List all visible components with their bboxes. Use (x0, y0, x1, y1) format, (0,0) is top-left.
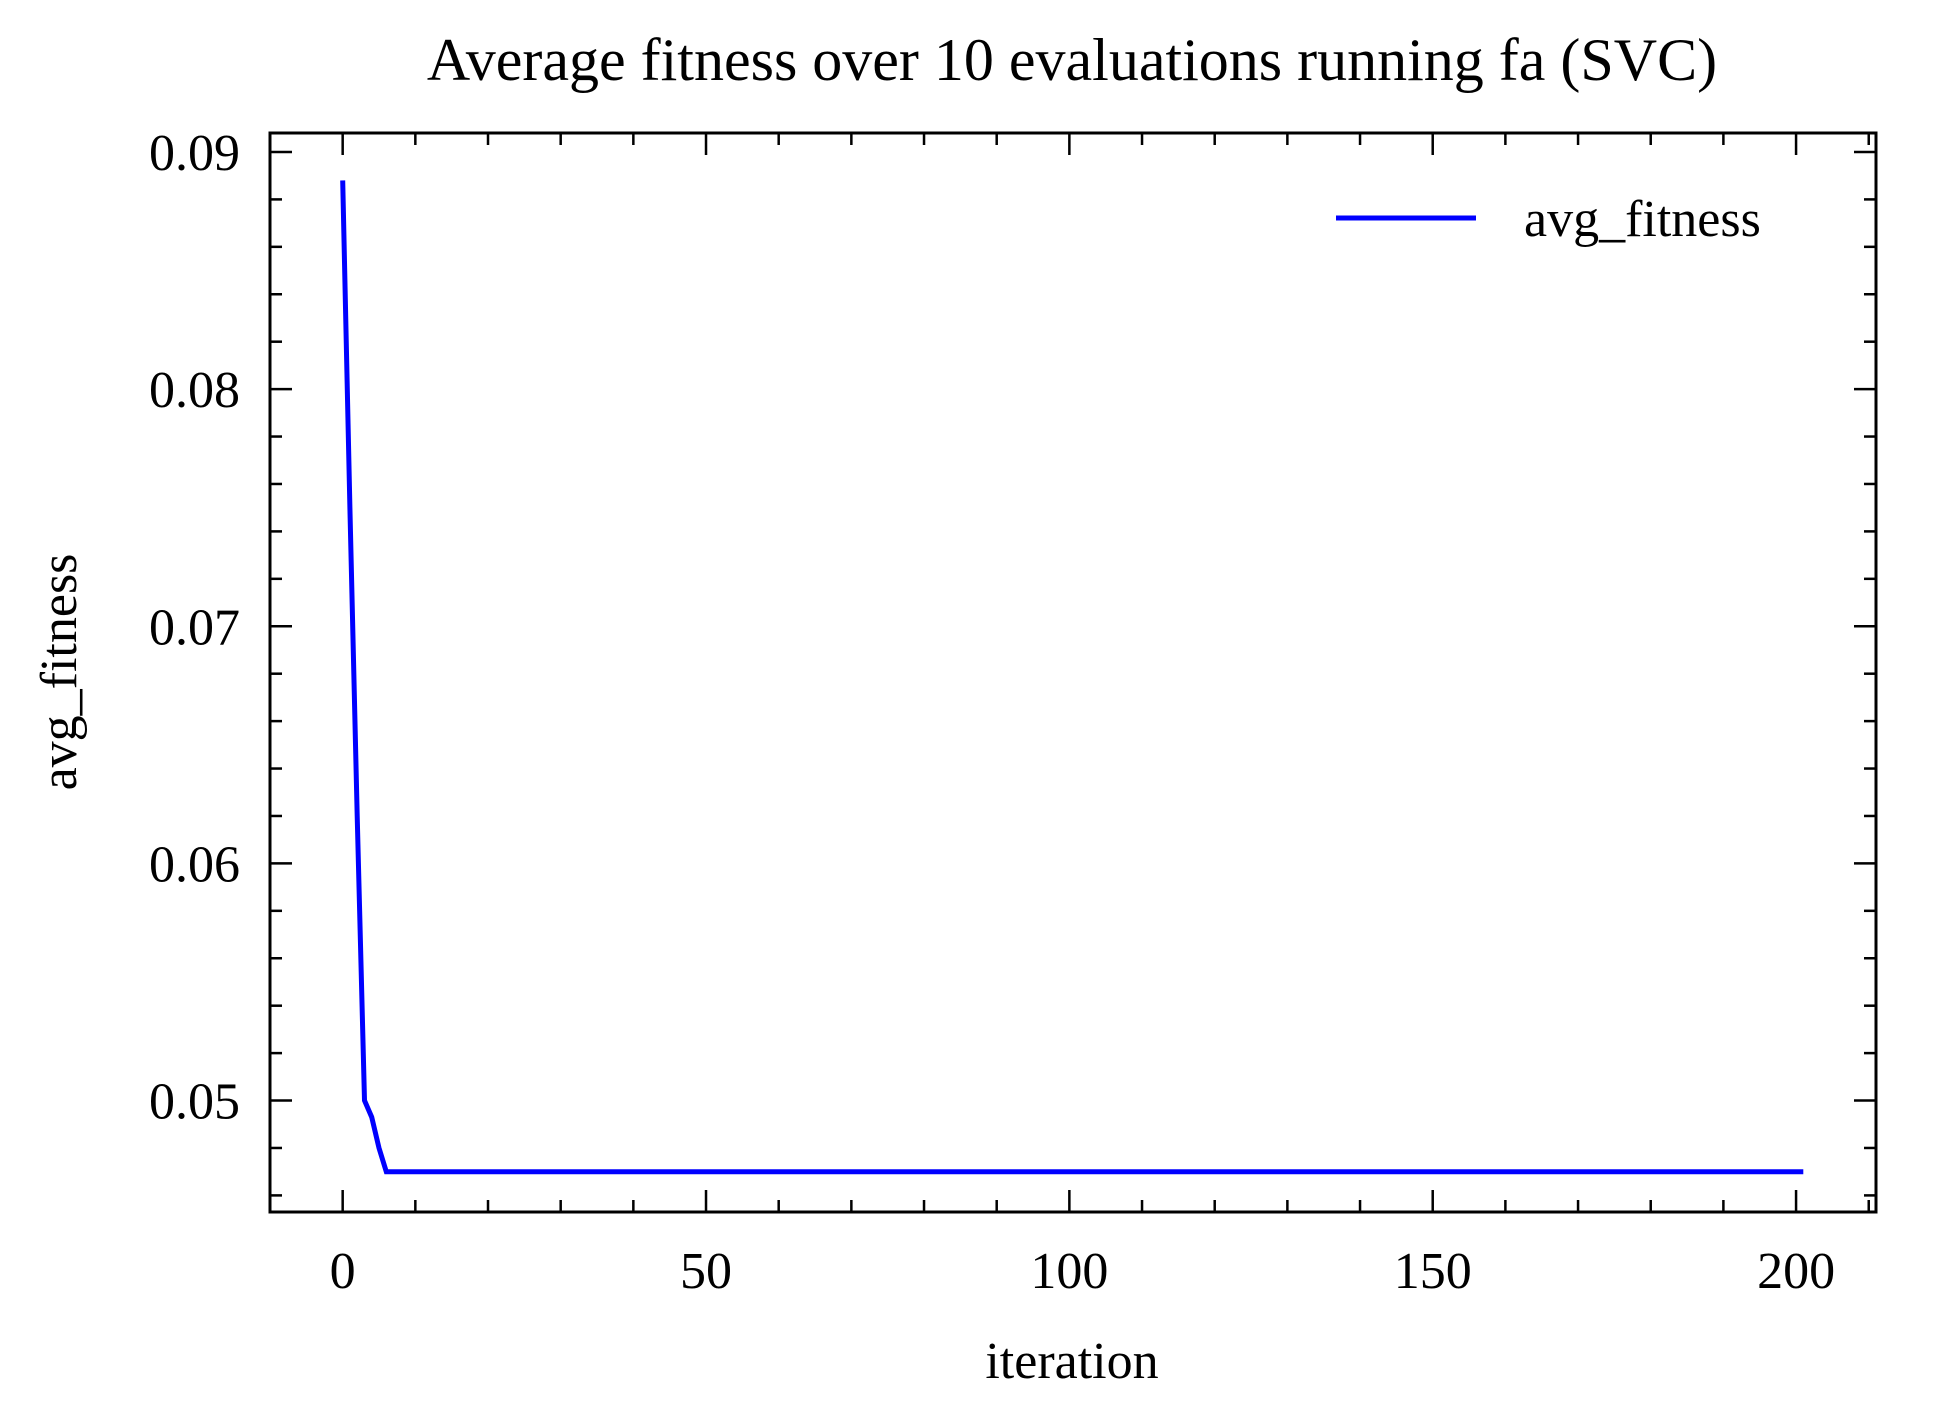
y-axis-label: avg_fitness (31, 554, 88, 791)
plot-area: 0 50 100 150 200 0.05 0.06 0.07 0.08 0.09 avg_fit… (149, 125, 1878, 1300)
x-axis-label: iteration (985, 1333, 1158, 1390)
y-tick-label: 0.07 (149, 599, 240, 656)
legend-label: avg_fitness (1524, 191, 1761, 248)
chart-title: Average fitness over 10 evaluations runn… (427, 27, 1717, 93)
series-line-avg_fitness (340, 180, 1804, 1175)
major-ticks (270, 133, 1876, 1212)
y-tick-label: 0.09 (149, 125, 240, 182)
x-tick-label: 200 (1757, 1243, 1835, 1300)
plot-frame (268, 131, 1878, 1214)
y-tick-label: 0.05 (149, 1074, 240, 1131)
x-tick-label: 100 (1030, 1243, 1108, 1300)
y-tick-label: 0.06 (149, 836, 240, 893)
x-tick-label: 0 (330, 1243, 356, 1300)
legend: avg_fitness (1336, 191, 1761, 248)
x-tick-label: 150 (1394, 1243, 1472, 1300)
minor-ticks (268, 133, 1876, 1212)
series-layer (340, 180, 1804, 1175)
tick-labels: 0 50 100 150 200 0.05 0.06 0.07 0.08 0.09 (149, 125, 1835, 1300)
x-tick-label: 50 (680, 1243, 732, 1300)
y-tick-label: 0.08 (149, 362, 240, 419)
